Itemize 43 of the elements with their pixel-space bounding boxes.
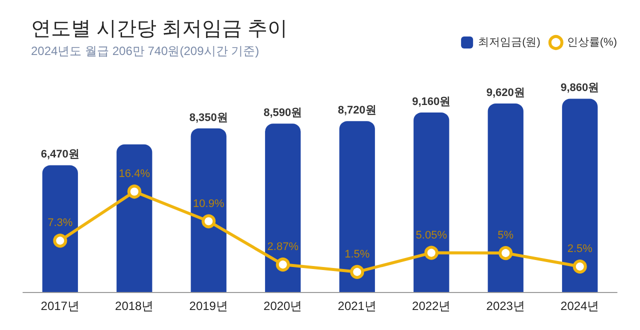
point [424, 246, 438, 260]
x-tick-label: 2024년 [560, 299, 600, 313]
x-tick-label: 2022년 [412, 299, 451, 313]
data-label: 2.5% [567, 243, 593, 256]
data-label: 2.87% [267, 241, 299, 254]
point [53, 234, 68, 248]
point [572, 260, 587, 274]
data-label: 16.4% [118, 168, 150, 180]
point [276, 258, 290, 272]
data-label: 10.9% [193, 198, 224, 210]
x-tick-label: 2018년 [115, 299, 154, 313]
data-label: 9,160원 [412, 96, 451, 108]
data-label: 9,860원 [560, 82, 600, 94]
bar [190, 128, 226, 292]
data-label: 5.05% [416, 229, 448, 242]
chart-title: 연도별 시간당 최저임금 추이 [31, 18, 288, 40]
point [498, 246, 513, 260]
chart-subtitle: 2024년도 월급 206만 740원(209시간 기준) [31, 44, 260, 58]
data-label: 8,590원 [264, 107, 302, 120]
x-tick-label: 2017년 [40, 299, 80, 313]
data-label: 8,720원 [338, 104, 376, 117]
bar [488, 103, 524, 292]
bar [42, 165, 78, 292]
data-label: 9,620원 [486, 86, 525, 99]
point [202, 214, 216, 228]
bar [339, 121, 375, 292]
point [350, 264, 364, 279]
legend-label: 인상률(%) [566, 36, 618, 48]
bar [265, 124, 301, 292]
bar [414, 112, 450, 292]
data-label: 1.5% [344, 248, 370, 260]
x-tick-label: 2019년 [189, 299, 228, 313]
x-tick-label: 2023년 [486, 299, 525, 313]
bar [116, 144, 152, 292]
x-tick-label: 2020년 [264, 299, 302, 313]
data-label: 8,350원 [189, 112, 228, 124]
point [127, 184, 142, 199]
x-tick-label: 2021년 [338, 299, 376, 313]
data-label: 5% [498, 230, 514, 242]
data-label: 6,470원 [40, 148, 80, 161]
bar [562, 98, 598, 292]
legend-label: 최저임금(원) [478, 36, 540, 48]
data-label: 7.3% [48, 217, 73, 230]
